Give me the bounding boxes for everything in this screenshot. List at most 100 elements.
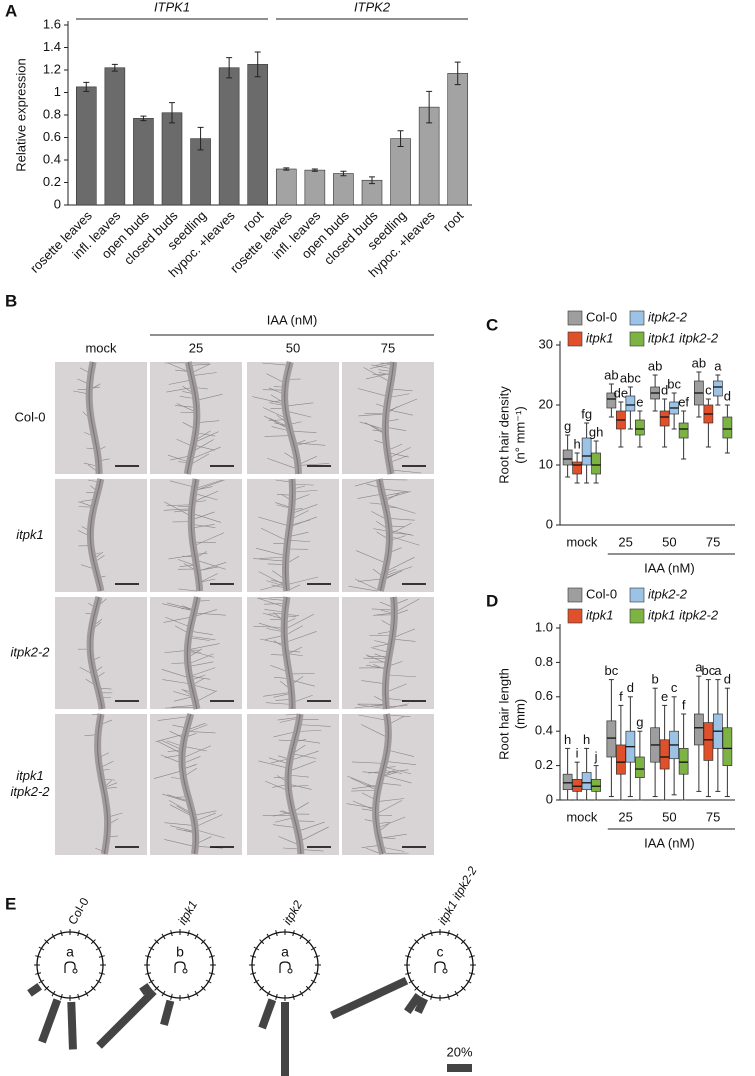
dish-tick: [460, 985, 466, 991]
y-tick-label: 0.2: [535, 757, 553, 772]
root-hair: [379, 821, 391, 824]
root-hair: [294, 753, 317, 759]
root-hair: [179, 564, 194, 567]
dish-tick: [259, 939, 265, 945]
group-letter: e: [636, 394, 643, 409]
root-hair: [105, 780, 112, 786]
dish-tick: [313, 972, 320, 975]
root-hair: [287, 625, 303, 635]
root-hair: [175, 369, 188, 372]
error-bar: [454, 61, 461, 86]
root-hair: [94, 622, 102, 628]
box: [703, 722, 714, 761]
root-hair: [378, 800, 403, 813]
root-hair: [290, 540, 311, 542]
genotype-label: Col-0: [65, 895, 92, 927]
dish-tick: [51, 933, 56, 940]
root-hair: [176, 438, 191, 446]
root-hair: [187, 732, 197, 737]
root-hair: [176, 805, 190, 814]
group-letter: c: [671, 680, 678, 695]
dish-tick: [161, 990, 166, 997]
group-letter: f: [619, 689, 623, 704]
root-hair: [351, 789, 375, 792]
micrograph: [247, 596, 339, 709]
rose-bar: [330, 977, 409, 1020]
root-hair: [197, 479, 223, 489]
box: [591, 779, 601, 792]
root-hair: [384, 775, 412, 784]
root-hair: [393, 469, 422, 474]
y-tick-label: 20: [539, 396, 553, 411]
root-hair: [288, 576, 319, 585]
root-hair: [352, 800, 373, 810]
root-hair: [267, 457, 296, 469]
column-label: 50: [286, 340, 300, 355]
group-letter: d: [627, 680, 634, 695]
root-hair: [369, 502, 382, 505]
root-hair: [266, 628, 282, 632]
root-hair: [197, 553, 208, 555]
rose-bar: [96, 988, 157, 1049]
root-hair: [84, 734, 96, 737]
micrograph: [55, 713, 147, 855]
root-core: [384, 596, 395, 710]
legend-label: itpk1: [586, 330, 613, 345]
x-tick-label: root: [440, 208, 467, 235]
root-hair: [198, 393, 223, 401]
root-hair: [197, 479, 225, 491]
root-hair: [104, 778, 116, 781]
scale-label: 20%: [446, 1044, 472, 1059]
row-label: itpk1: [16, 527, 43, 542]
y-axis-label: Root hair density: [496, 386, 511, 484]
error-bar: [111, 63, 118, 72]
bar: [104, 67, 126, 206]
group-letter: abc: [620, 370, 641, 385]
root-hair: [295, 802, 309, 811]
dish-tick: [292, 993, 295, 1000]
x-tick-label: mock: [566, 534, 598, 549]
seed-icon: [72, 968, 78, 974]
root-hair: [386, 766, 396, 768]
root-hair: [188, 731, 216, 734]
root-hair: [172, 724, 185, 728]
root-hair: [197, 690, 218, 701]
root-hair: [99, 446, 106, 450]
panel-letter: E: [5, 894, 16, 913]
root-hair: [350, 777, 376, 790]
root-hair: [294, 508, 303, 510]
root-hair: [197, 814, 223, 827]
rose-bar: [139, 982, 152, 996]
root-hair: [95, 551, 104, 558]
micrograph: [342, 478, 434, 592]
root-hair: [361, 808, 373, 811]
dish-tick: [148, 979, 155, 984]
root-hair: [389, 406, 398, 412]
root-hair: [200, 566, 219, 571]
root-hair: [198, 836, 212, 843]
root-hair: [182, 391, 192, 394]
root-hair: [386, 491, 411, 499]
root-hair: [295, 489, 318, 493]
root-hair: [269, 417, 286, 426]
root-hair: [274, 818, 292, 823]
micrograph: [342, 713, 434, 855]
root-hair: [94, 656, 101, 661]
root-hair: [372, 643, 389, 648]
group-letter: b: [176, 944, 184, 960]
dish-tick: [299, 933, 304, 940]
group-letter: a: [714, 358, 722, 373]
root-hair: [348, 585, 378, 592]
genotype-label: itpk2: [280, 898, 305, 927]
root-core: [96, 713, 109, 855]
root-hair: [285, 714, 298, 716]
dish-tick: [447, 993, 450, 1000]
root-hair: [372, 429, 383, 432]
root-hair: [376, 531, 387, 539]
legend-label: itpk2-2: [648, 586, 688, 601]
legend-label: itpk1 itpk2-2: [648, 330, 719, 345]
bar: [275, 168, 297, 206]
root-hair: [276, 494, 290, 496]
root-hair: [195, 500, 207, 503]
group-letter: ab: [648, 358, 662, 373]
